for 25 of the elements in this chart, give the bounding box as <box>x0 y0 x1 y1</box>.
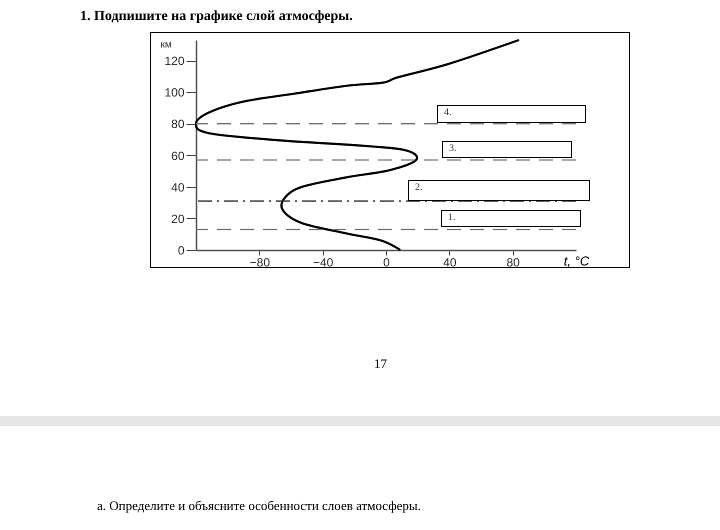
annotation: 2. <box>415 182 422 193</box>
x-axis-title: t, °C <box>564 254 590 268</box>
x-tick-label: 80 <box>506 256 520 270</box>
y-tick-label: 0 <box>178 244 185 258</box>
answer-field: 4. <box>437 105 586 123</box>
answer-field: 1. <box>441 210 581 227</box>
x-tick-label: −40 <box>312 256 334 270</box>
annotation: 1. <box>448 212 456 223</box>
answer-field: 2. <box>408 180 590 201</box>
text: а. Определите и объясните особенности слоев атмосферы. <box>97 498 421 514</box>
y-axis-title: км <box>160 40 172 50</box>
x-tick-label: −80 <box>250 256 270 270</box>
answer-field: 3. <box>442 141 572 158</box>
x-tick-label: 0 <box>383 256 390 270</box>
y-tick-label: 80 <box>171 117 185 132</box>
annotation: 3. <box>449 143 456 154</box>
y-tick-label: 100 <box>164 86 185 100</box>
chart-title: 1. Подпишите на графике слой атмосферы. <box>80 9 353 25</box>
y-tick-label: 60 <box>171 148 185 163</box>
y-tick-label: 120 <box>164 54 185 68</box>
annotation: 4. <box>444 107 452 118</box>
x-tick-label: 40 <box>443 256 457 270</box>
y-tick-label: 20 <box>171 212 185 226</box>
text: 17 <box>374 356 387 372</box>
y-tick-label: 40 <box>171 180 185 194</box>
